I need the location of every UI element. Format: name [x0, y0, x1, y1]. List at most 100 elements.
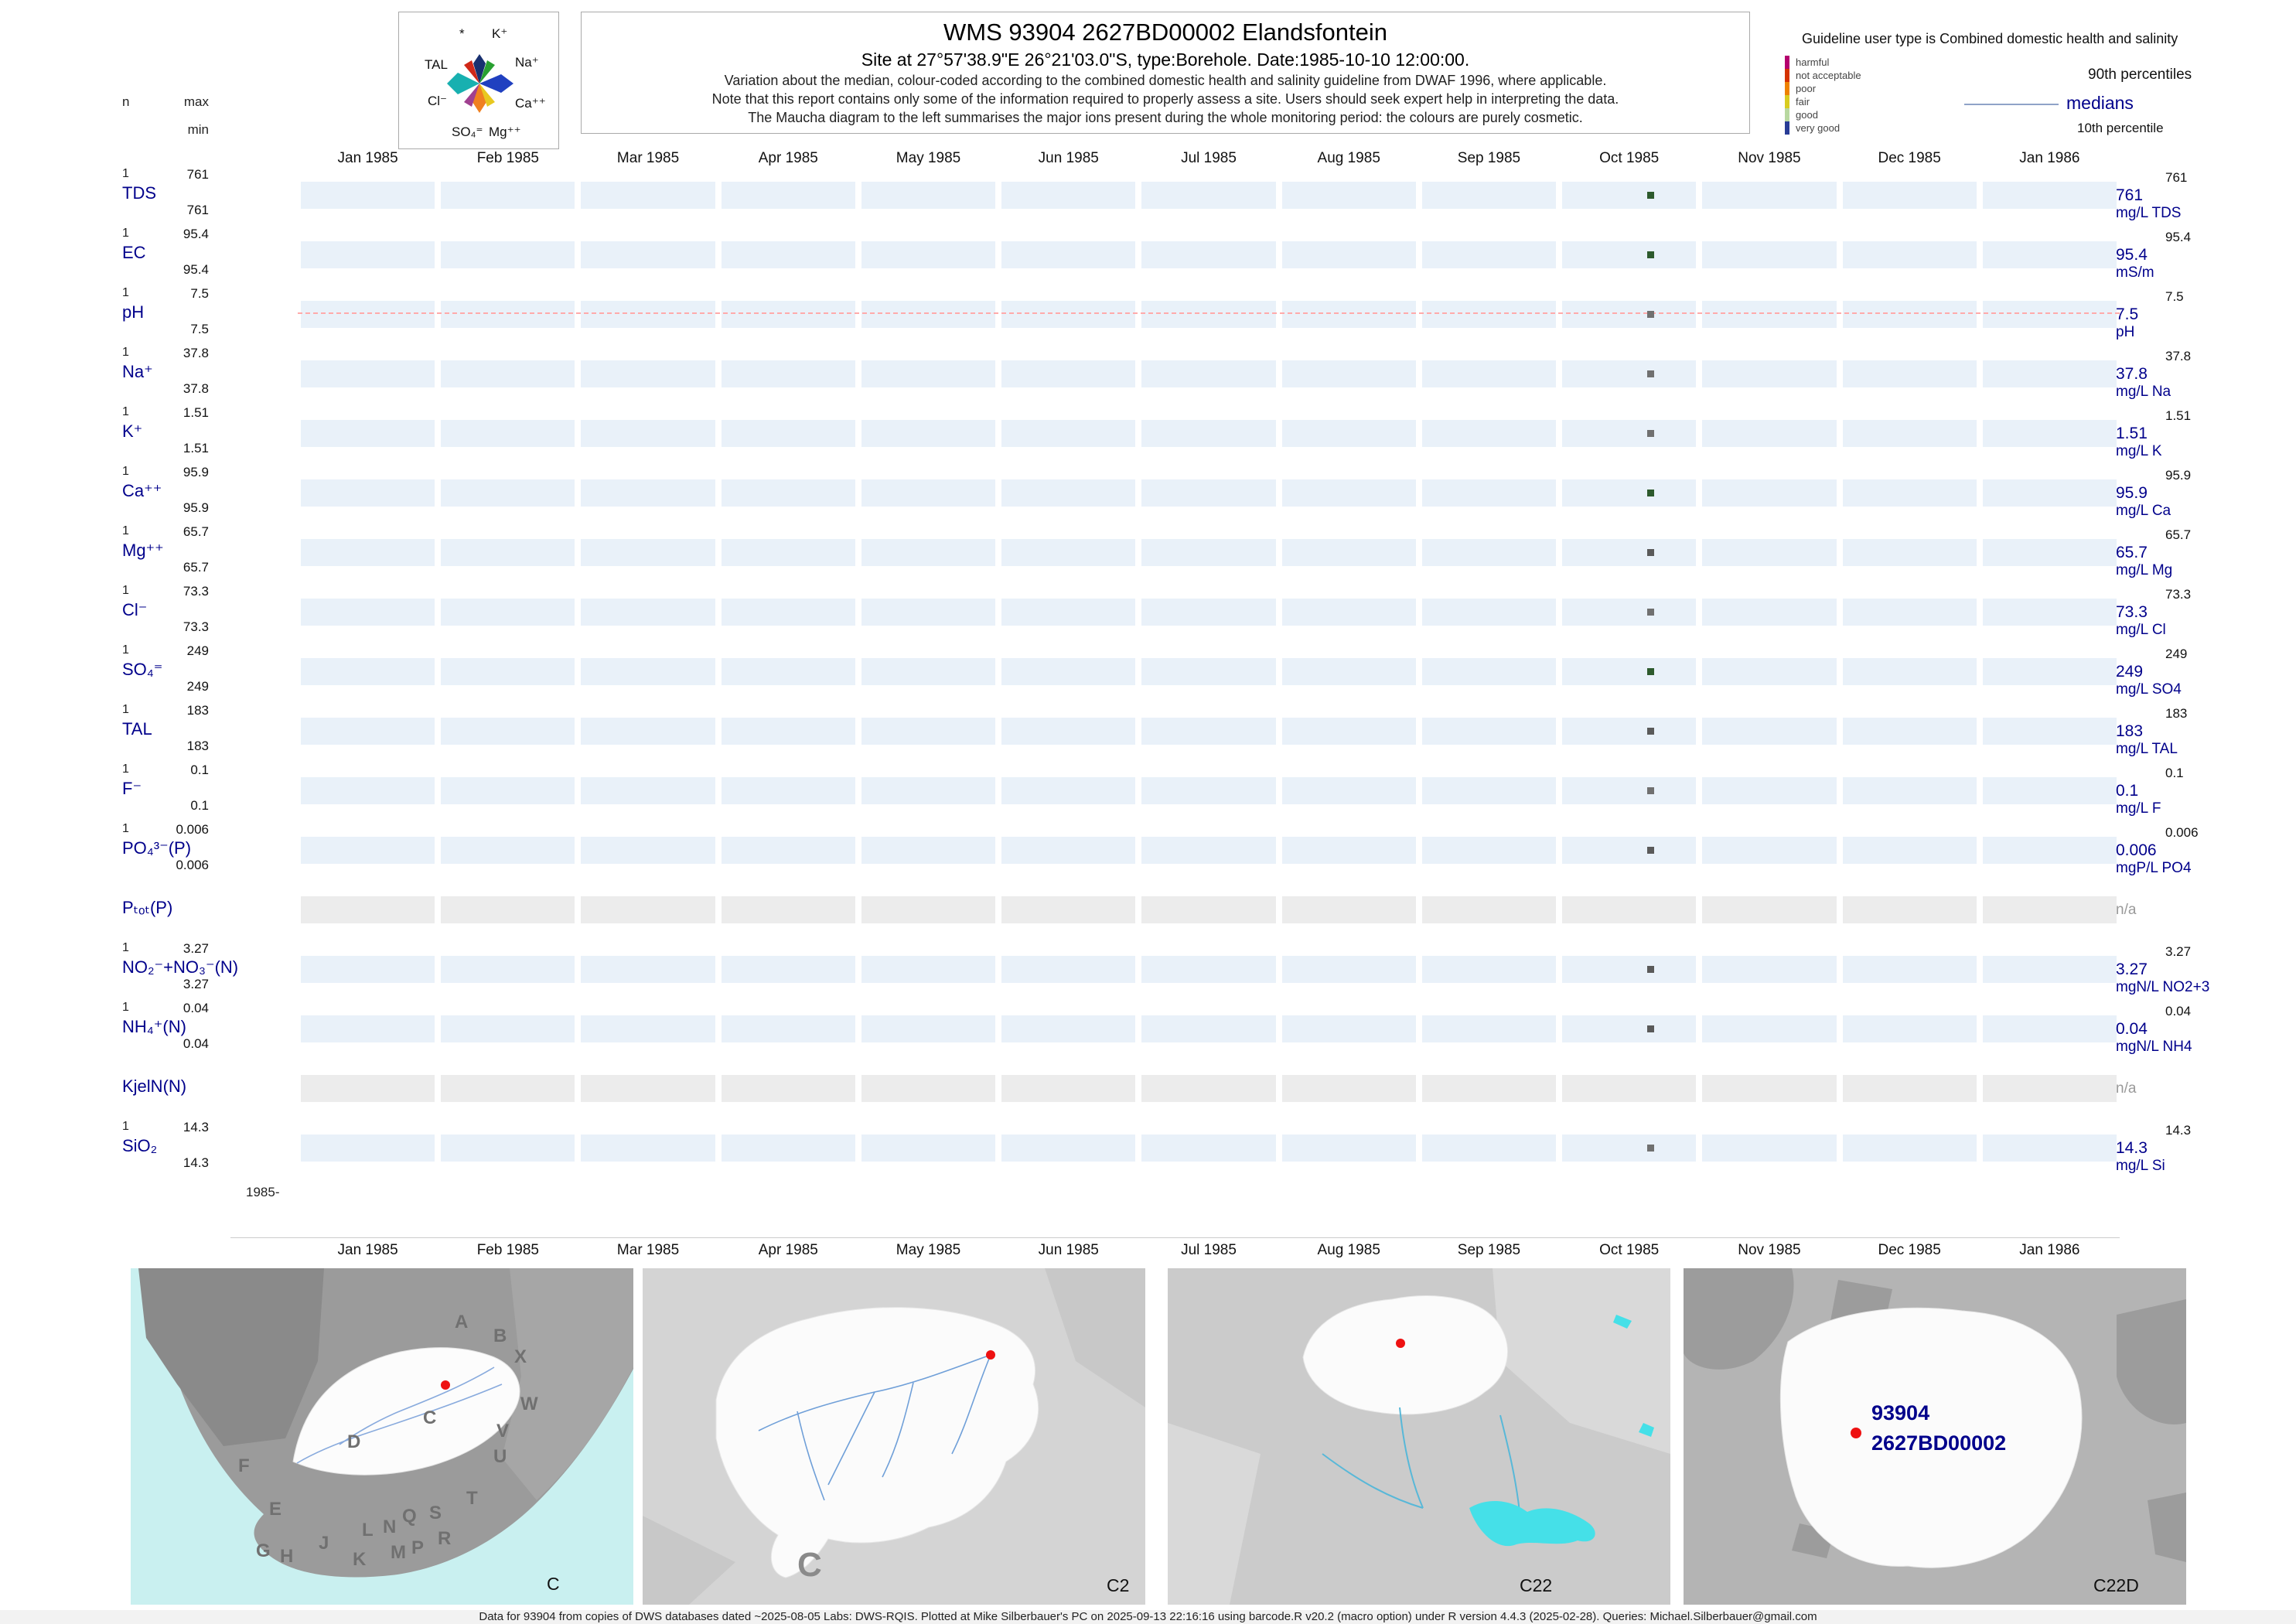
timeseries-band — [298, 1134, 2120, 1162]
month-stripe — [1281, 777, 1416, 804]
timeseries-band — [298, 420, 2120, 447]
site-subtitle: Site at 27°57'38.9"E 26°21'03.0"S, type:… — [861, 49, 1470, 70]
month-label: Jan 1985 — [337, 1242, 398, 1258]
max-value: 37.8 — [183, 346, 209, 360]
parameter-row: 1 95.4 EC 95.4 95.4 95.4 mS/m — [0, 223, 2296, 283]
parameter-row: 1 249 SO₄⁼ 249 249 249 mg/L SO4 — [0, 640, 2296, 700]
month-stripe — [301, 241, 435, 268]
month-stripe — [721, 777, 855, 804]
parameter-label: NO₂⁻+NO₃⁻(N) — [122, 957, 239, 977]
sample-count: 1 — [122, 1120, 129, 1133]
map-label-c2: C2 — [1107, 1575, 1129, 1595]
month-label: May 1985 — [896, 150, 961, 166]
month-stripe — [1141, 241, 1276, 268]
sample-count: 1 — [122, 465, 129, 478]
month-stripe — [1702, 301, 1837, 328]
data-point — [1646, 490, 1654, 496]
guideline-class-label: very good — [1796, 122, 1841, 134]
month-stripe — [721, 539, 855, 566]
max-value: 65.7 — [183, 524, 209, 539]
maucha-k-label: K⁺ — [492, 26, 508, 41]
timeseries-band — [298, 241, 2120, 268]
month-stripe — [1562, 182, 1697, 209]
month-stripe — [721, 241, 855, 268]
guideline-class-label: not acceptable — [1796, 70, 1861, 81]
column-header-n: n — [122, 94, 130, 109]
month-stripe — [301, 837, 435, 864]
month-stripe — [1001, 837, 1136, 864]
month-stripe — [1281, 360, 1416, 387]
timeseries-band — [298, 896, 2120, 923]
min-value: 0.006 — [176, 858, 209, 872]
month-stripe — [581, 956, 715, 983]
sample-count: 1 — [122, 941, 129, 954]
month-label: Sep 1985 — [1457, 1242, 1521, 1258]
month-stripe — [1421, 479, 1557, 507]
month-stripe — [1141, 837, 1276, 864]
sample-count: 1 — [122, 346, 129, 359]
month-stripe — [1281, 1015, 1416, 1042]
month-stripe — [1421, 539, 1557, 566]
month-stripe — [1281, 599, 1416, 626]
month-stripe — [441, 539, 575, 566]
median-value: 183 — [2116, 722, 2144, 740]
month-stripe — [441, 1075, 575, 1102]
month-stripe — [301, 956, 435, 983]
sample-count: 1 — [122, 703, 129, 716]
max-value: 249 — [186, 643, 209, 658]
month-stripe — [1562, 360, 1697, 387]
month-stripe — [1702, 360, 1837, 387]
unit-label: mg/L TAL — [2116, 741, 2178, 757]
month-stripe — [1141, 301, 1276, 328]
month-stripe — [1842, 479, 1977, 507]
month-stripe — [441, 301, 575, 328]
month-stripe — [1702, 658, 1837, 685]
median-value: 761 — [2116, 186, 2144, 204]
timeseries-band — [298, 599, 2120, 626]
parameter-label: F⁻ — [122, 779, 142, 798]
sample-count: 1 — [122, 643, 129, 657]
guideline-class-label: poor — [1796, 83, 1817, 94]
timeseries-band — [298, 956, 2120, 983]
month-stripe — [1702, 1134, 1837, 1162]
month-stripe — [441, 1015, 575, 1042]
p90-value: 249 — [2165, 647, 2188, 661]
month-stripe — [441, 479, 575, 507]
region-letter: F — [238, 1455, 250, 1476]
month-stripe — [1842, 360, 1977, 387]
highlight-region — [292, 1347, 520, 1476]
region-letter: P — [411, 1537, 424, 1558]
min-value: 183 — [186, 739, 209, 753]
month-label: Feb 1985 — [476, 1242, 539, 1258]
data-point — [1646, 192, 1654, 199]
p90-value: 0.1 — [2165, 766, 2184, 780]
month-stripe — [1982, 182, 2117, 209]
page-title: WMS 93904 2627BD00002 Elandsfontein — [943, 19, 1387, 46]
region-letter: L — [362, 1520, 374, 1540]
month-stripe — [1141, 539, 1276, 566]
maucha-diagram — [447, 54, 513, 113]
month-stripe — [1141, 479, 1276, 507]
month-stripe — [1421, 1075, 1557, 1102]
region-letter: K — [353, 1549, 367, 1570]
median-line-sample — [1964, 104, 2059, 105]
land-shading-east — [502, 1268, 633, 1500]
map-quaternary-c22d: 93904 2627BD00002 C22D — [1684, 1268, 2186, 1605]
month-stripe — [861, 896, 996, 923]
month-stripe — [721, 718, 855, 745]
timeseries-band — [298, 539, 2120, 566]
month-stripe — [1562, 658, 1697, 685]
region-letter: S — [429, 1503, 442, 1523]
subcatchment-outline — [1302, 1295, 1509, 1415]
month-stripe — [1702, 1015, 1837, 1042]
month-stripe — [1421, 718, 1557, 745]
region-letter: E — [269, 1499, 281, 1520]
month-stripe — [1281, 241, 1416, 268]
shade — [643, 1268, 1145, 1605]
timeseries-band — [298, 718, 2120, 745]
guideline-title: Guideline user type is Combined domestic… — [1802, 31, 2178, 46]
month-stripe — [301, 1075, 435, 1102]
timeseries-band — [298, 777, 2120, 804]
data-point — [1646, 847, 1654, 854]
dam-vaal — [1469, 1500, 1595, 1547]
